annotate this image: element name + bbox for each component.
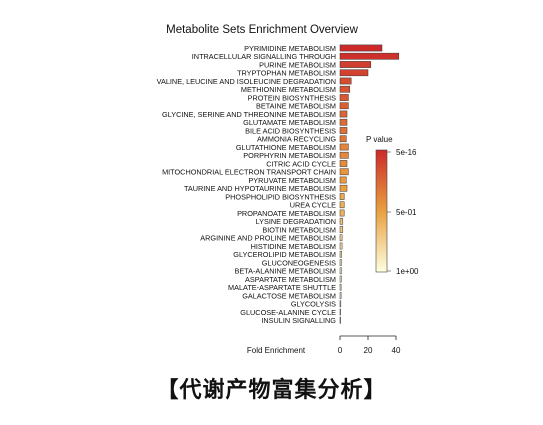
bar [339,300,342,308]
legend-tick-label: 5e-16 [396,148,417,157]
bar [339,127,348,134]
bar [339,52,400,60]
category-label: INSULIN SIGNALLING [261,316,336,325]
bar [339,283,342,291]
bar [339,168,349,176]
bar [339,267,342,275]
category-label: PROTEIN BIOSYNTHESIS [248,93,337,102]
bars [339,44,400,324]
bar [339,209,345,217]
bar [339,275,342,283]
category-label: GLYCINE, SERINE AND THREONINE METABOLISM [162,110,336,119]
bar [339,94,349,101]
category-label: INTRACELLULAR SIGNALLING THROUGH [192,52,336,61]
category-label: BIOTIN METABOLISM [262,225,336,234]
bar [339,226,344,233]
bar [339,151,349,159]
bar [339,242,343,250]
x-tick-label: 0 [338,346,343,355]
bar [339,250,342,258]
category-label: PYRUVATE METABOLISM [248,176,336,185]
category-label: BILE ACID BIOSYNTHESIS [245,126,336,135]
x-tick-label: 20 [364,346,373,355]
bar [339,102,349,110]
category-label: TRYPTOPHAN METABOLISM [237,69,336,78]
legend-colorbar [375,149,388,273]
bar [339,259,342,266]
category-label: ARGININE AND PROLINE METABOLISM [200,234,336,243]
bar [339,69,369,77]
x-axis-label: Fold Enrichment [247,346,306,355]
x-axis: 0 20 40 [338,335,401,355]
bar [339,143,349,151]
legend-tick-label: 5e-01 [396,208,417,217]
bar [339,217,344,225]
category-label: METHIONINE METABOLISM [241,85,336,94]
category-label: PURINE METABOLISM [259,60,336,69]
category-label: GLUTAMATE METABOLISM [243,118,336,127]
category-label: TAURINE AND HYPOTAURINE METABOLISM [184,184,336,193]
bar [339,176,347,184]
category-label: PROPANOATE METABOLISM [237,209,336,218]
bar [339,85,351,93]
bar [339,184,348,192]
category-label: LYSINE DEGRADATION [256,217,336,226]
category-label: GLUCONEOGENESIS [262,258,336,267]
bar [339,110,348,118]
category-label: ASPARTATE METABOLISM [245,275,336,284]
bar [339,61,372,68]
category-label: MALATE-ASPARTATE SHUTTLE [228,283,336,292]
category-label: BETAINE METABOLISM [256,102,336,111]
bar [339,135,347,143]
category-label: PHOSPHOLIPID BIOSYNTHESIS [225,192,336,201]
bar [339,234,343,242]
category-label: MITOCHONDRIAL ELECTRON TRANSPORT CHAIN [162,168,336,177]
category-label: HISTIDINE METABOLISM [251,242,336,251]
bar [339,77,352,85]
bar [339,160,348,167]
category-label: AMMONIA RECYCLING [257,135,336,144]
bar [339,316,341,324]
legend-title: P value [366,135,393,144]
bar [339,308,341,316]
category-label: VALINE, LEUCINE AND ISOLEUCINE DEGRADATI… [157,77,336,86]
bar [339,118,348,126]
category-label: PORPHYRIN METABOLISM [243,151,336,160]
bar [339,292,342,299]
category-label: CITRIC ACID CYCLE [266,159,336,168]
bar [339,201,345,209]
category-label: BETA-ALANINE METABOLISM [234,267,336,276]
category-label: GLYCEROLIPID METABOLISM [233,250,336,259]
figure-caption: 【代谢产物富集分析】 [156,378,387,403]
category-label: UREA CYCLE [290,201,336,210]
legend-tick-label: 1e+00 [396,267,419,276]
category-label: PYRIMIDINE METABOLISM [244,44,336,53]
bar [339,44,383,52]
category-label: GLUTATHIONE METABOLISM [236,143,336,152]
pvalue-legend: P value 5e-16 5e-01 1e+00 [366,135,419,276]
category-label: GLUCOSE-ALANINE CYCLE [240,308,336,317]
chart-title: Metabolite Sets Enrichment Overview [166,24,358,36]
category-label: GLYCOLYSIS [291,300,336,309]
category-label: GALACTOSE METABOLISM [242,291,336,300]
bar [339,193,345,200]
x-tick-label: 40 [392,346,401,355]
